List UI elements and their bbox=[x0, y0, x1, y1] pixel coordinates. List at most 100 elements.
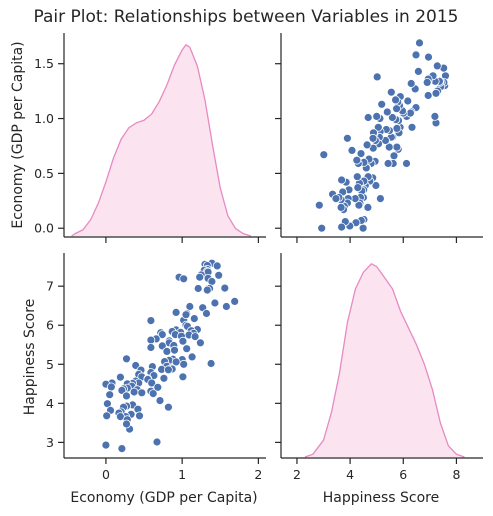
scatter-point bbox=[179, 359, 189, 369]
scatter-point bbox=[117, 444, 127, 454]
y-tick-label: 4 bbox=[46, 396, 54, 411]
scatter-point bbox=[362, 140, 372, 150]
scatter-point bbox=[337, 222, 347, 232]
scatter-point bbox=[189, 314, 199, 324]
x-tick-label: 1 bbox=[178, 467, 186, 482]
scatter-point bbox=[178, 372, 188, 382]
y-tick-label: 1.5 bbox=[34, 56, 54, 71]
scatter-point bbox=[202, 285, 212, 295]
top-left-axes: 0.0 0.5 1.0 1.5 bbox=[34, 33, 266, 243]
scatter-point bbox=[163, 402, 173, 412]
scatter-point bbox=[392, 123, 402, 133]
scatter-point bbox=[422, 78, 432, 87]
panel-top-right-scatter bbox=[275, 33, 483, 243]
panel-top-left-kde-economy: 0.0 0.5 1.0 1.5 bbox=[34, 33, 266, 243]
x-tick-label: 6 bbox=[399, 467, 407, 482]
scatter-point bbox=[206, 359, 216, 368]
scatter-point bbox=[375, 194, 385, 204]
panel-bottom-left-scatter: 3 4 5 6 7 0 1 2 bbox=[46, 253, 266, 482]
scatter-point bbox=[391, 95, 401, 105]
scatter-point bbox=[105, 390, 115, 400]
scatter-point bbox=[116, 372, 125, 382]
scatter-point bbox=[210, 298, 220, 308]
figure-title: Pair Plot: Relationships between Variabl… bbox=[34, 7, 459, 27]
y-tick-label: 7 bbox=[46, 279, 54, 294]
scatter-point bbox=[146, 316, 156, 326]
x-tick-label: 2 bbox=[254, 467, 262, 482]
x-axis-label-economy: Economy (GDP per Capita) bbox=[70, 490, 257, 506]
bottom-right-axes: 2 4 6 8 bbox=[275, 253, 483, 482]
scatter-point bbox=[179, 274, 189, 284]
scatter-point bbox=[392, 142, 402, 152]
scatter-point bbox=[317, 223, 327, 233]
scatter-point bbox=[358, 223, 368, 233]
kde-economy-fill bbox=[71, 44, 251, 236]
scatter-point bbox=[415, 38, 424, 48]
scatter-point bbox=[392, 104, 402, 114]
scatter-point bbox=[195, 338, 205, 348]
scatter-point bbox=[129, 387, 139, 397]
scatter-point bbox=[157, 330, 167, 340]
scatter-point bbox=[331, 194, 341, 204]
scatter-point bbox=[102, 411, 112, 421]
scatter-point bbox=[368, 133, 378, 143]
y-tick-label: 5 bbox=[46, 357, 54, 372]
scatter-point bbox=[148, 389, 158, 399]
scatter-point bbox=[411, 50, 421, 60]
scatter-point bbox=[181, 310, 191, 320]
scatter-point bbox=[106, 382, 116, 392]
scatter-point bbox=[354, 200, 364, 210]
scatter-point bbox=[373, 122, 383, 132]
scatter-point bbox=[190, 332, 200, 342]
scatter-point bbox=[162, 346, 172, 356]
scatter-point bbox=[155, 396, 165, 406]
scatter-point bbox=[336, 202, 346, 212]
scatter-point bbox=[342, 133, 352, 143]
scatter-point bbox=[122, 354, 131, 364]
scatter-point bbox=[146, 343, 156, 352]
y-tick-label: 1.0 bbox=[34, 111, 54, 126]
scatter-point bbox=[220, 283, 230, 293]
x-tick-label: 2 bbox=[293, 467, 301, 482]
scatter-point bbox=[178, 336, 188, 346]
scatter-point bbox=[122, 391, 131, 401]
kde-economy-line bbox=[71, 43, 252, 237]
scatter-point bbox=[195, 272, 205, 282]
scatter-point bbox=[413, 67, 423, 76]
scatter-point bbox=[377, 99, 387, 109]
y-axis-label-economy: Economy (GDP per Capita) bbox=[10, 41, 26, 228]
scatter-point bbox=[402, 159, 411, 168]
y-tick-label: 0.5 bbox=[34, 166, 54, 181]
bottom-left-axes: 3 4 5 6 7 0 1 2 bbox=[46, 253, 266, 482]
scatter-economy-vs-happiness bbox=[101, 258, 240, 454]
scatter-point bbox=[386, 87, 396, 97]
scatter-point bbox=[424, 52, 433, 62]
scatter-point bbox=[137, 388, 147, 398]
scatter-point bbox=[101, 440, 111, 450]
x-tick-label: 8 bbox=[452, 467, 460, 482]
scatter-point bbox=[430, 112, 440, 121]
kde-happiness-fill bbox=[304, 263, 465, 457]
scatter-point bbox=[314, 200, 324, 210]
y-tick-label: 6 bbox=[46, 318, 54, 333]
scatter-point bbox=[382, 107, 392, 117]
scatter-point bbox=[122, 419, 131, 429]
scatter-point bbox=[352, 155, 362, 165]
scatter-point bbox=[163, 365, 173, 375]
scatter-point bbox=[193, 284, 203, 293]
scatter-point bbox=[384, 142, 394, 152]
scatter-point bbox=[171, 307, 181, 317]
scatter-point bbox=[406, 79, 416, 88]
scatter-point bbox=[152, 437, 162, 447]
y-axis-label-happiness: Happiness Score bbox=[22, 299, 38, 416]
scatter-point bbox=[214, 270, 224, 280]
scatter-point bbox=[221, 302, 231, 311]
x-axis-label-happiness: Happiness Score bbox=[323, 490, 440, 506]
scatter-point bbox=[372, 112, 382, 121]
scatter-point bbox=[135, 411, 144, 421]
scatter-point bbox=[363, 113, 373, 122]
scatter-point bbox=[187, 352, 197, 362]
scatter-point bbox=[182, 344, 192, 354]
scatter-point bbox=[170, 345, 179, 355]
